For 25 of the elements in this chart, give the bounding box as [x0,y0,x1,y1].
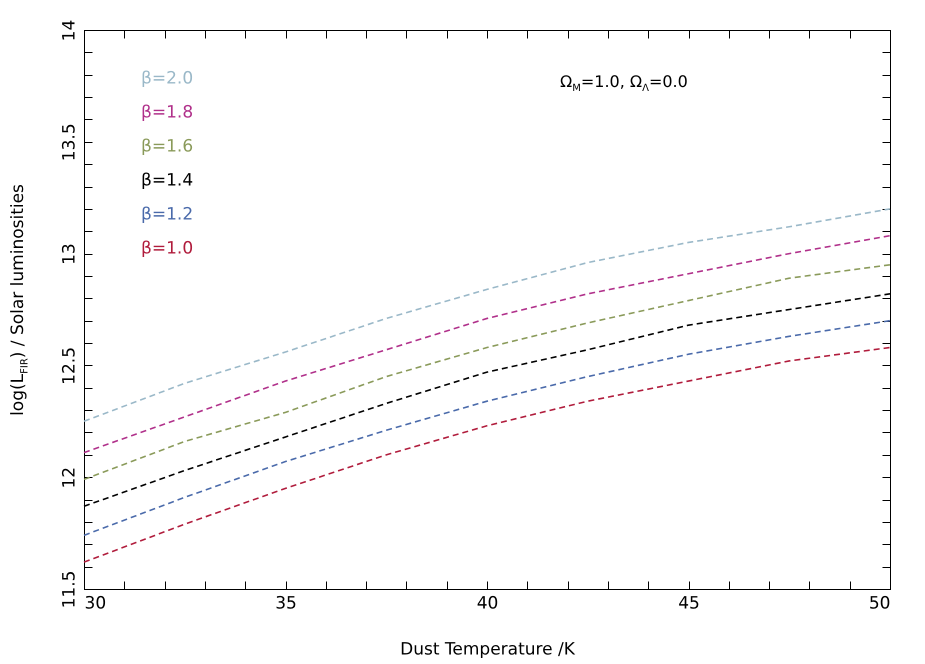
line-series [83,293,891,508]
text: β=1.6 [141,136,194,156]
line-series [83,234,891,454]
annotation: Ω$_{M}$=1.0, Ω$_{Λ}$=0.0 [560,72,688,94]
text: β=2.0 [141,68,194,88]
x-tick-label: 40 [476,594,498,614]
line-series [83,346,891,563]
text: β=1.0 [141,238,194,258]
x-tick-label: 30 [84,594,106,614]
y-tick-label: 12.5 [60,346,80,385]
line-series [83,208,891,422]
y-tick-label: 12 [60,466,80,489]
y-tick-label: 13 [60,243,80,265]
x-tick-label: 50 [868,594,890,614]
x-tick-label: 35 [275,594,297,614]
x-axis-title: Dust Temperature /K [400,640,576,660]
x-tick-label: 45 [678,594,700,614]
y-tick-label: 11.5 [60,570,80,608]
line-series [83,264,891,480]
y-tick-label: 13.5 [60,123,80,162]
y-tick-label: 14 [60,20,80,42]
text: β=1.2 [141,204,194,224]
line-series [83,320,891,536]
text: β=1.4 [141,170,194,190]
text: β=1.8 [141,102,194,122]
